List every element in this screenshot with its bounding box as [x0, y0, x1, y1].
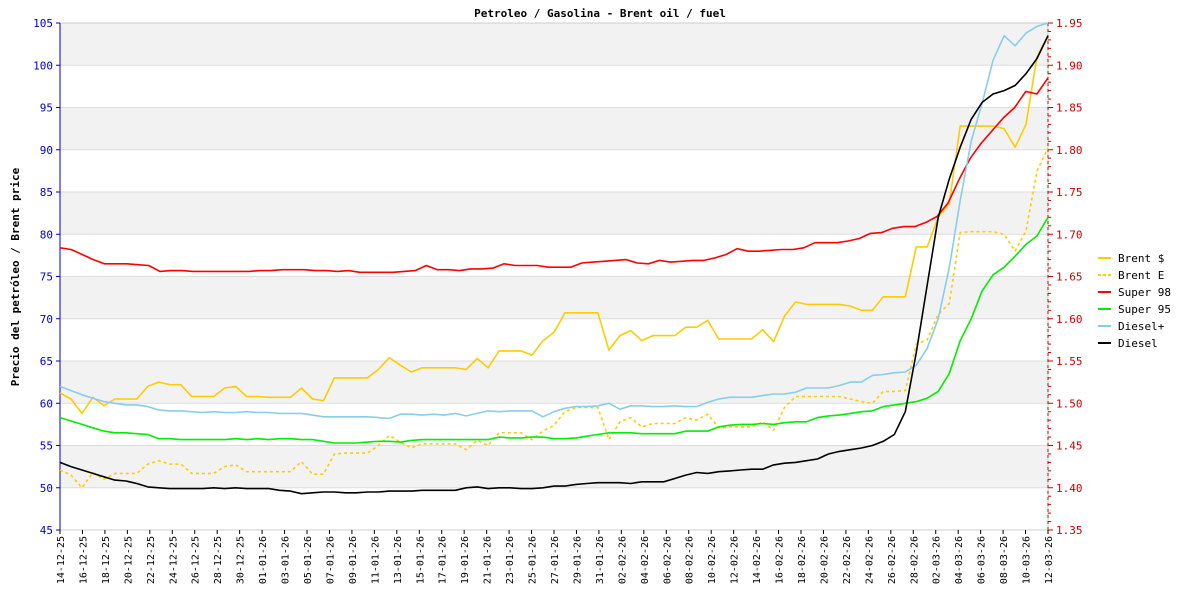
grid-band	[60, 192, 1048, 235]
grid-band	[60, 361, 1048, 404]
right-tick-label: 1.90	[1056, 59, 1083, 72]
right-tick-label: 1.70	[1056, 228, 1083, 241]
x-tick-label: 04-02-26	[640, 536, 651, 584]
x-tick-label: 14-12-25	[56, 536, 67, 584]
legend-label: Diesel+	[1118, 320, 1165, 333]
grid-band	[60, 107, 1048, 150]
x-tick-label: 02-03-26	[932, 536, 943, 584]
x-tick-label: 31-01-26	[595, 536, 606, 584]
grid-band	[60, 23, 1048, 66]
x-tick-label: 16-02-26	[775, 536, 786, 584]
grid-bands	[60, 23, 1048, 488]
series-line-super-95	[59, 216, 1049, 444]
x-tick-label: 18-12-25	[101, 536, 112, 584]
x-tick-label: 16-12-25	[78, 536, 89, 584]
x-tick-label: 06-03-26	[977, 536, 988, 584]
x-tick-label: 10-02-26	[707, 536, 718, 584]
series-line-super-98	[59, 77, 1049, 274]
x-tick-label: 04-03-26	[954, 536, 965, 584]
left-axis-ticks: 45 50 55 60 65 70 75 80 85 90 95 100 105	[33, 17, 60, 537]
x-tick-label: 23-01-26	[505, 536, 516, 584]
x-tick-label: 28-02-26	[909, 536, 920, 584]
x-tick-label: 06-02-26	[662, 536, 673, 584]
legend: Brent $ Brent E Super 98 Super 95 Diesel+ Die…	[1098, 252, 1171, 350]
x-tick-label: 01-01-26	[258, 536, 269, 584]
left-tick-label: 75	[40, 271, 53, 284]
x-tick-label: 10-03-26	[1022, 536, 1033, 584]
grid-band	[60, 276, 1048, 319]
x-tick-label: 07-01-26	[325, 536, 336, 584]
right-tick-label: 1.40	[1056, 482, 1083, 495]
left-tick-label: 105	[33, 17, 53, 30]
legend-label: Super 95	[1118, 303, 1171, 316]
right-tick-label: 1.50	[1056, 397, 1083, 410]
x-tick-label: 08-03-26	[999, 536, 1010, 584]
x-tick-label: 02-02-26	[617, 536, 628, 584]
series-line-diesel	[59, 35, 1049, 495]
left-tick-label: 55	[40, 440, 53, 453]
x-tick-label: 22-12-25	[146, 536, 157, 584]
x-tick-label: 21-01-26	[483, 536, 494, 584]
left-tick-label: 70	[40, 313, 53, 326]
left-tick-label: 65	[40, 355, 53, 368]
x-tick-label: 12-02-26	[730, 536, 741, 584]
left-tick-label: 100	[33, 59, 53, 72]
right-tick-label: 1.45	[1056, 440, 1083, 453]
x-axis-ticks: 14-12-25 16-12-25 18-12-25 20-12-25 22-12-25…	[56, 530, 1055, 584]
x-tick-label: 08-02-26	[685, 536, 696, 584]
right-tick-label: 1.65	[1056, 271, 1083, 284]
left-tick-label: 85	[40, 186, 53, 199]
x-tick-label: 26-12-25	[191, 536, 202, 584]
legend-label: Super 98	[1118, 286, 1171, 299]
left-tick-label: 60	[40, 397, 53, 410]
x-tick-label: 17-01-26	[438, 536, 449, 584]
series-line-brent	[59, 35, 1049, 415]
legend-label: Diesel	[1118, 337, 1158, 350]
left-tick-label: 95	[40, 102, 53, 115]
x-tick-label: 12-03-26	[1044, 536, 1055, 584]
x-tick-label: 15-01-26	[415, 536, 426, 584]
x-tick-label: 09-01-26	[348, 536, 359, 584]
x-tick-label: 14-02-26	[752, 536, 763, 584]
x-tick-label: 13-01-26	[393, 536, 404, 584]
x-tick-label: 20-12-25	[123, 536, 134, 584]
x-tick-label: 28-12-25	[213, 536, 224, 584]
right-tick-label: 1.85	[1056, 102, 1083, 115]
x-tick-label: 24-12-25	[168, 536, 179, 584]
x-tick-label: 18-02-26	[797, 536, 808, 584]
series-lines	[59, 22, 1049, 495]
x-tick-label: 25-01-26	[528, 536, 539, 584]
right-tick-label: 1.55	[1056, 355, 1083, 368]
x-tick-label: 30-12-25	[236, 536, 247, 584]
right-tick-label: 1.95	[1056, 17, 1083, 30]
x-tick-label: 03-01-26	[281, 536, 292, 584]
x-tick-label: 22-02-26	[842, 536, 853, 584]
x-tick-label: 27-01-26	[550, 536, 561, 584]
x-tick-label: 11-01-26	[370, 536, 381, 584]
y-axis-label: Precio del petróleo / Brent price	[9, 167, 22, 386]
right-axis-ticks: 1.35 1.40 1.45 1.50 1.55 1.60 1.65 1.70 1.75 1.80…	[1048, 17, 1083, 537]
left-tick-label: 50	[40, 482, 53, 495]
right-tick-label: 1.80	[1056, 144, 1083, 157]
series-line-diesel	[59, 22, 1049, 420]
legend-label: Brent $	[1118, 252, 1164, 265]
right-tick-label: 1.60	[1056, 313, 1083, 326]
chart-title: Petroleo / Gasolina - Brent oil / fuel	[474, 7, 726, 20]
grid-band	[60, 445, 1048, 488]
left-tick-label: 45	[40, 524, 53, 537]
x-tick-label: 19-01-26	[460, 536, 471, 584]
x-tick-label: 29-01-26	[572, 536, 583, 584]
left-tick-label: 90	[40, 144, 53, 157]
x-tick-label: 26-02-26	[887, 536, 898, 584]
legend-label: Brent E	[1118, 269, 1164, 282]
left-tick-label: 80	[40, 228, 53, 241]
series-line-brent-e	[59, 147, 1049, 489]
right-tick-label: 1.75	[1056, 186, 1083, 199]
x-tick-label: 24-02-26	[864, 536, 875, 584]
right-tick-label: 1.35	[1056, 524, 1083, 537]
x-tick-label: 20-02-26	[819, 536, 830, 584]
x-tick-label: 05-01-26	[303, 536, 314, 584]
